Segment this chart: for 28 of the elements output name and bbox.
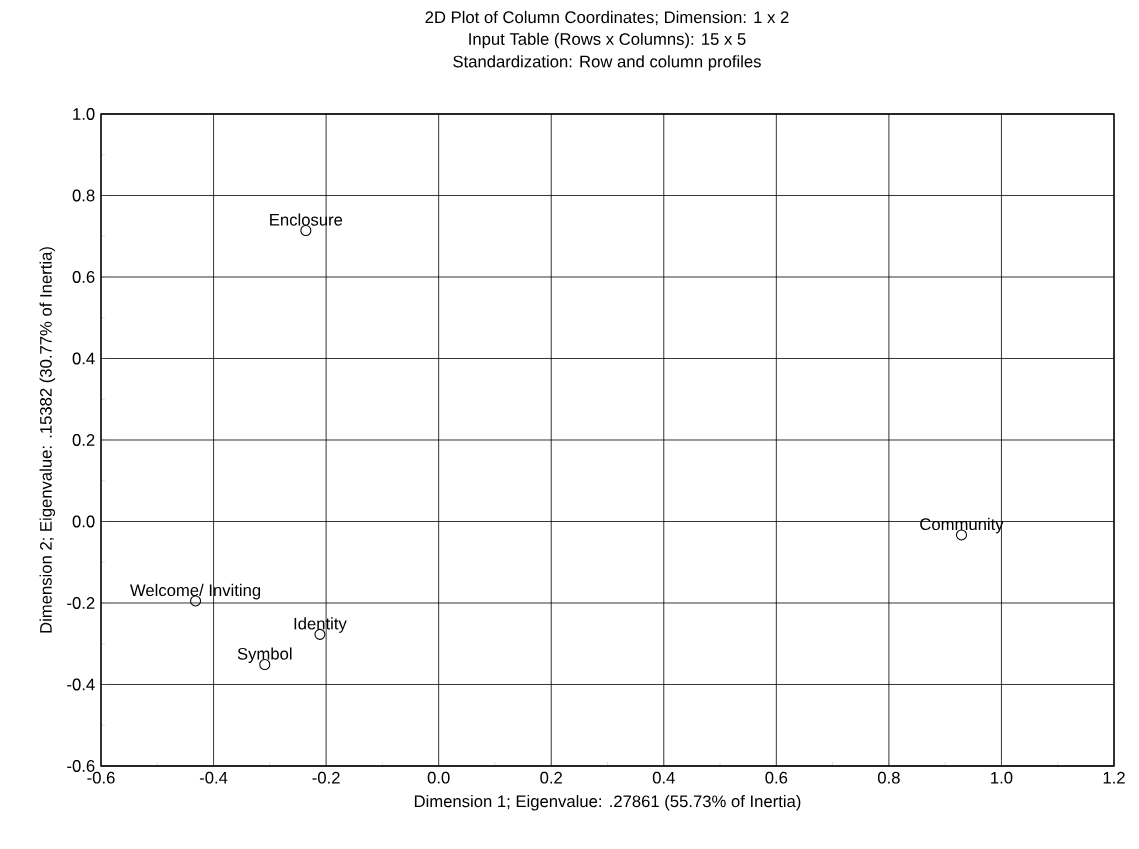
y-tick-label: -0.4: [67, 678, 95, 691]
x-tick-label: -0.2: [312, 771, 340, 784]
x-tick-label: 0.0: [427, 771, 450, 784]
chart-title: 2D Plot of Column Coordinates; Dimension: 1 x 2: [425, 10, 789, 26]
point: [190, 595, 202, 607]
chart-subtitle: Input Table (Rows x Columns): 15 x 5: [469, 32, 746, 49]
annotation: Identity: [294, 617, 347, 633]
y-tick-label: 0.6: [72, 271, 95, 283]
x-tick-label: 1.0: [991, 771, 1013, 784]
x-tick-label: -0.4: [199, 771, 228, 784]
x-axis-title: Dimension 1; Eigenvalue: .27861 (55.73% of Inertia): [414, 794, 801, 811]
y-tick-label: -0.6: [67, 760, 95, 772]
x-tick-label: 0.6: [765, 771, 788, 784]
annotation: Symbol: [237, 647, 292, 663]
text: Standardization: Row and column profiles: [453, 55, 761, 71]
x-tick-label: 0.4: [652, 771, 675, 784]
y-axis-title: Dimension 2; Eigenvalue: .15382 (30.77% of Inertia): [39, 247, 56, 633]
x-tick-label: 0.8: [877, 771, 900, 784]
y-tick-label: -0.2: [67, 597, 95, 609]
annotation: Enclosure: [270, 213, 343, 226]
y-tick-label: 0.0: [72, 515, 95, 528]
y-tick-label: 0.2: [72, 434, 95, 446]
x-tick-label: -0.6: [87, 771, 115, 784]
y-tick-label: 0.4: [72, 352, 95, 365]
x-tick-label: 0.2: [540, 771, 562, 784]
x-tick-label: 1.2: [1103, 771, 1125, 784]
y-tick-label: 1.0: [73, 108, 95, 120]
y-tick-label: 0.8: [72, 189, 95, 202]
